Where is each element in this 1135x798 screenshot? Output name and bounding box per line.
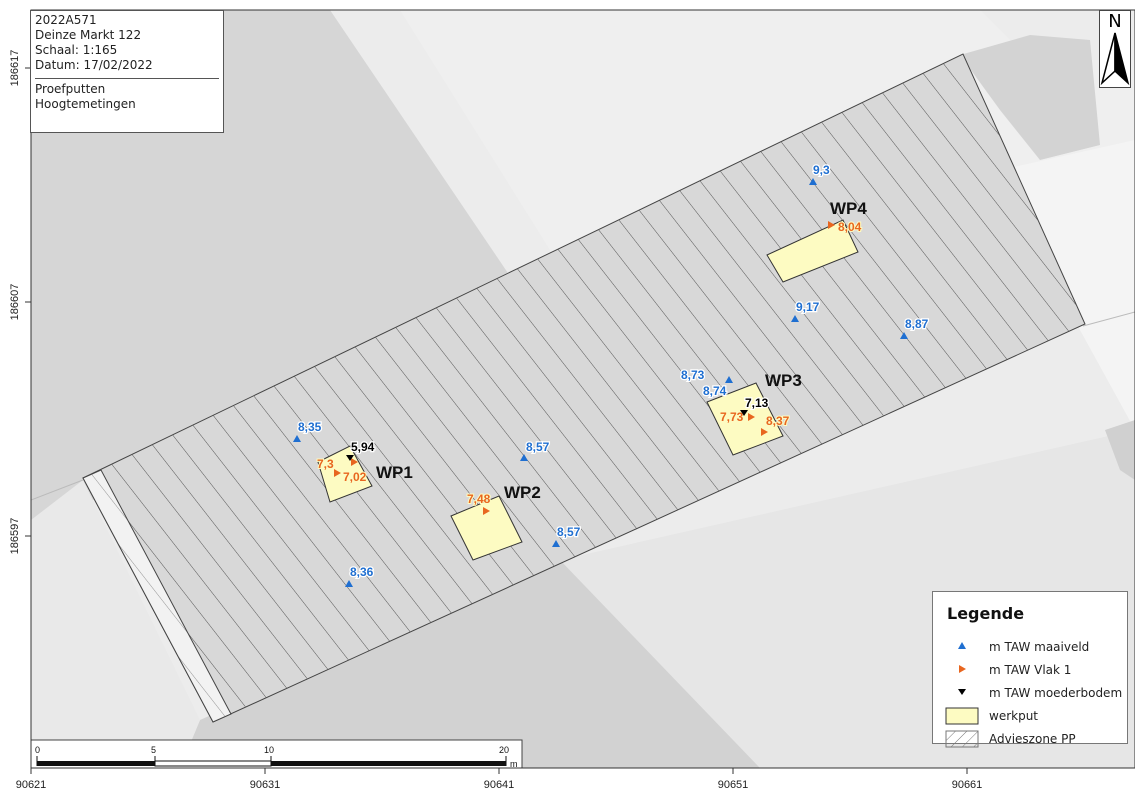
scale-bar: 0 5 10 20 m [31, 739, 523, 769]
maaiveld-marker [293, 435, 301, 442]
hatched-square-icon [945, 730, 979, 748]
black-triangle-icon [958, 689, 966, 695]
werkput-wp2 [450, 495, 523, 561]
moederbodem-marker [740, 410, 748, 416]
maaiveld-marker [552, 540, 560, 547]
maaiveld-label: 8,57 [526, 440, 550, 454]
legend-label: m TAW moederbodem [989, 686, 1123, 700]
layer-proefputten: Proefputten [35, 82, 106, 96]
parcel-south [180, 560, 760, 768]
vlak1-marker [334, 469, 341, 477]
x-tick-label: 90621 [16, 779, 47, 791]
legend-item-moederbodem: m TAW moederbodem [933, 684, 1127, 704]
vlak1-points [334, 221, 835, 515]
y-tick-label: 186597 [9, 518, 21, 555]
blue-triangle-icon [958, 642, 966, 649]
maaiveld-marker [345, 580, 353, 587]
x-tick-label: 90631 [250, 779, 281, 791]
maaiveld-marker [791, 315, 799, 322]
map-scale: Schaal: 1:165 [35, 43, 118, 57]
moederbodem-points [346, 410, 748, 461]
maaiveld-points [293, 178, 908, 587]
legend-title: Legende [947, 604, 1025, 623]
maaiveld-label: 9,17 [796, 300, 820, 314]
pit-label-wp4: WP4 [830, 199, 867, 218]
orange-triangle-icon [959, 665, 966, 673]
yellow-square-icon [945, 707, 979, 725]
maaiveld-label: 8,36 [350, 565, 374, 579]
legend-label: werkput [989, 709, 1039, 723]
maaiveld-marker [725, 376, 733, 383]
werkput-wp4 [766, 219, 859, 283]
building-northeast [960, 35, 1100, 160]
legend-label: Advieszone PP [989, 732, 1076, 746]
maaiveld-marker [900, 332, 908, 339]
vlak1-label: 7,3 [317, 457, 334, 471]
legend-item-vlak1: m TAW Vlak 1 [933, 661, 1127, 681]
y-tick-label: 186607 [9, 284, 21, 321]
vlak1-label: 7,48 [467, 492, 491, 506]
map-frame [30, 9, 1135, 769]
north-label: N [1108, 11, 1122, 32]
x-tick-label: 90641 [484, 779, 515, 791]
maaiveld-label: 8,57 [557, 525, 581, 539]
werkput-wp3 [706, 382, 784, 456]
vlak1-marker [483, 507, 490, 515]
north-arrow: N [1099, 10, 1131, 88]
x-tick-label: 90651 [718, 779, 749, 791]
pit-label-wp1: WP1 [376, 463, 413, 482]
vlak1-marker [828, 221, 835, 229]
parcel-southwest [31, 480, 200, 768]
map-date: Datum: 17/02/2022 [35, 58, 153, 72]
maaiveld-label: 9,3 [813, 163, 830, 177]
info-divider [35, 78, 219, 79]
scale-label-20: 20 [499, 745, 509, 755]
north-arrow-icon [1100, 32, 1130, 86]
maaiveld-label: 8,74 [703, 384, 727, 398]
maaiveld-label: 8,73 [681, 368, 705, 382]
scale-label-0: 0 [35, 745, 40, 755]
y-axis: 186617 186607 186597 [9, 50, 31, 555]
maaiveld-label: 8,87 [905, 317, 929, 331]
vlak1-marker [748, 413, 755, 421]
parcel-east-strip [1105, 420, 1135, 480]
vlak1-marker [761, 428, 768, 436]
legend-item-maaiveld: m TAW maaiveld [933, 638, 1127, 658]
moederbodem-label: 7,13 [745, 396, 769, 410]
scale-label-5: 5 [151, 745, 156, 755]
vlak1-label: 8,37 [766, 414, 790, 428]
maaiveld-marker [809, 178, 817, 185]
moederbodem-marker [346, 455, 354, 461]
vlak1-label: 7,02 [343, 470, 367, 484]
maaiveld-label: 8,35 [298, 420, 322, 434]
layer-hoogtemetingen: Hoogtemetingen [35, 97, 136, 111]
y-tick-label: 186617 [9, 50, 21, 87]
vlak1-label: 7,73 [720, 410, 744, 424]
legend-item-werkput: werkput [933, 707, 1127, 727]
project-code: 2022A571 [35, 13, 97, 27]
legend-label: m TAW Vlak 1 [989, 663, 1072, 677]
vlak1-label: 8,04 [838, 220, 862, 234]
x-tick-label: 90661 [952, 779, 983, 791]
legend: Legende m TAW maaiveld m TAW Vlak 1 m TA… [932, 591, 1128, 748]
legend-label: m TAW maaiveld [989, 640, 1090, 654]
pit-label-wp3: WP3 [765, 371, 802, 390]
moederbodem-label: 5,94 [351, 440, 375, 454]
vlak1-marker [351, 458, 358, 466]
x-axis: 90621 90631 90641 90651 90661 [16, 768, 983, 791]
maaiveld-marker [520, 454, 528, 461]
werkput-wp1 [317, 445, 373, 503]
map-info-box: 2022A571 Deinze Markt 122 Schaal: 1:165 … [30, 10, 224, 133]
pit-label-wp2: WP2 [504, 483, 541, 502]
scale-label-10: 10 [264, 745, 274, 755]
scale-unit: m [510, 759, 518, 769]
project-location: Deinze Markt 122 [35, 28, 142, 42]
legend-item-advieszone: Advieszone PP [933, 730, 1127, 750]
